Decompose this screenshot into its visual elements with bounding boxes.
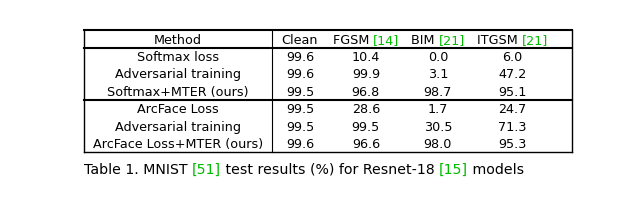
Text: FGSM: FGSM bbox=[333, 34, 373, 46]
Text: [51]: [51] bbox=[192, 162, 221, 176]
Text: 99.6: 99.6 bbox=[286, 51, 314, 64]
Text: 99.6: 99.6 bbox=[286, 137, 314, 150]
Text: 99.5: 99.5 bbox=[286, 85, 314, 98]
Text: 99.6: 99.6 bbox=[286, 68, 314, 81]
Text: [15]: [15] bbox=[439, 162, 468, 176]
Text: Adversarial training: Adversarial training bbox=[115, 120, 241, 133]
Text: Table 1. MNIST: Table 1. MNIST bbox=[84, 162, 192, 176]
Text: ArcFace Loss+MTER (ours): ArcFace Loss+MTER (ours) bbox=[93, 137, 263, 150]
Text: 99.5: 99.5 bbox=[352, 120, 380, 133]
Text: ArcFace Loss: ArcFace Loss bbox=[137, 103, 219, 116]
Text: BIM: BIM bbox=[411, 34, 438, 46]
Text: 10.4: 10.4 bbox=[351, 51, 380, 64]
Text: Clean: Clean bbox=[282, 34, 318, 46]
Text: [21]: [21] bbox=[438, 34, 465, 46]
Text: 28.6: 28.6 bbox=[352, 103, 380, 116]
Text: 1.7: 1.7 bbox=[428, 103, 448, 116]
Text: 95.3: 95.3 bbox=[498, 137, 527, 150]
Text: 71.3: 71.3 bbox=[498, 120, 527, 133]
Text: 47.2: 47.2 bbox=[498, 68, 526, 81]
Text: 96.8: 96.8 bbox=[352, 85, 380, 98]
Text: [21]: [21] bbox=[522, 34, 548, 46]
Text: Method: Method bbox=[154, 34, 202, 46]
Text: Softmax loss: Softmax loss bbox=[137, 51, 219, 64]
Text: 99.5: 99.5 bbox=[286, 120, 314, 133]
Text: models: models bbox=[468, 162, 524, 176]
Text: [14]: [14] bbox=[373, 34, 399, 46]
Text: Softmax+MTER (ours): Softmax+MTER (ours) bbox=[107, 85, 249, 98]
Text: 98.0: 98.0 bbox=[424, 137, 452, 150]
Text: 6.0: 6.0 bbox=[502, 51, 522, 64]
Text: 30.5: 30.5 bbox=[424, 120, 452, 133]
Text: 24.7: 24.7 bbox=[498, 103, 526, 116]
Text: test results (%) for Resnet-18: test results (%) for Resnet-18 bbox=[221, 162, 439, 176]
Text: Adversarial training: Adversarial training bbox=[115, 68, 241, 81]
Text: 95.1: 95.1 bbox=[498, 85, 527, 98]
Text: ITGSM: ITGSM bbox=[477, 34, 522, 46]
Text: 96.6: 96.6 bbox=[352, 137, 380, 150]
Text: 99.5: 99.5 bbox=[286, 103, 314, 116]
Text: 0.0: 0.0 bbox=[428, 51, 448, 64]
Text: 98.7: 98.7 bbox=[424, 85, 452, 98]
Text: 3.1: 3.1 bbox=[428, 68, 448, 81]
Text: 99.9: 99.9 bbox=[352, 68, 380, 81]
